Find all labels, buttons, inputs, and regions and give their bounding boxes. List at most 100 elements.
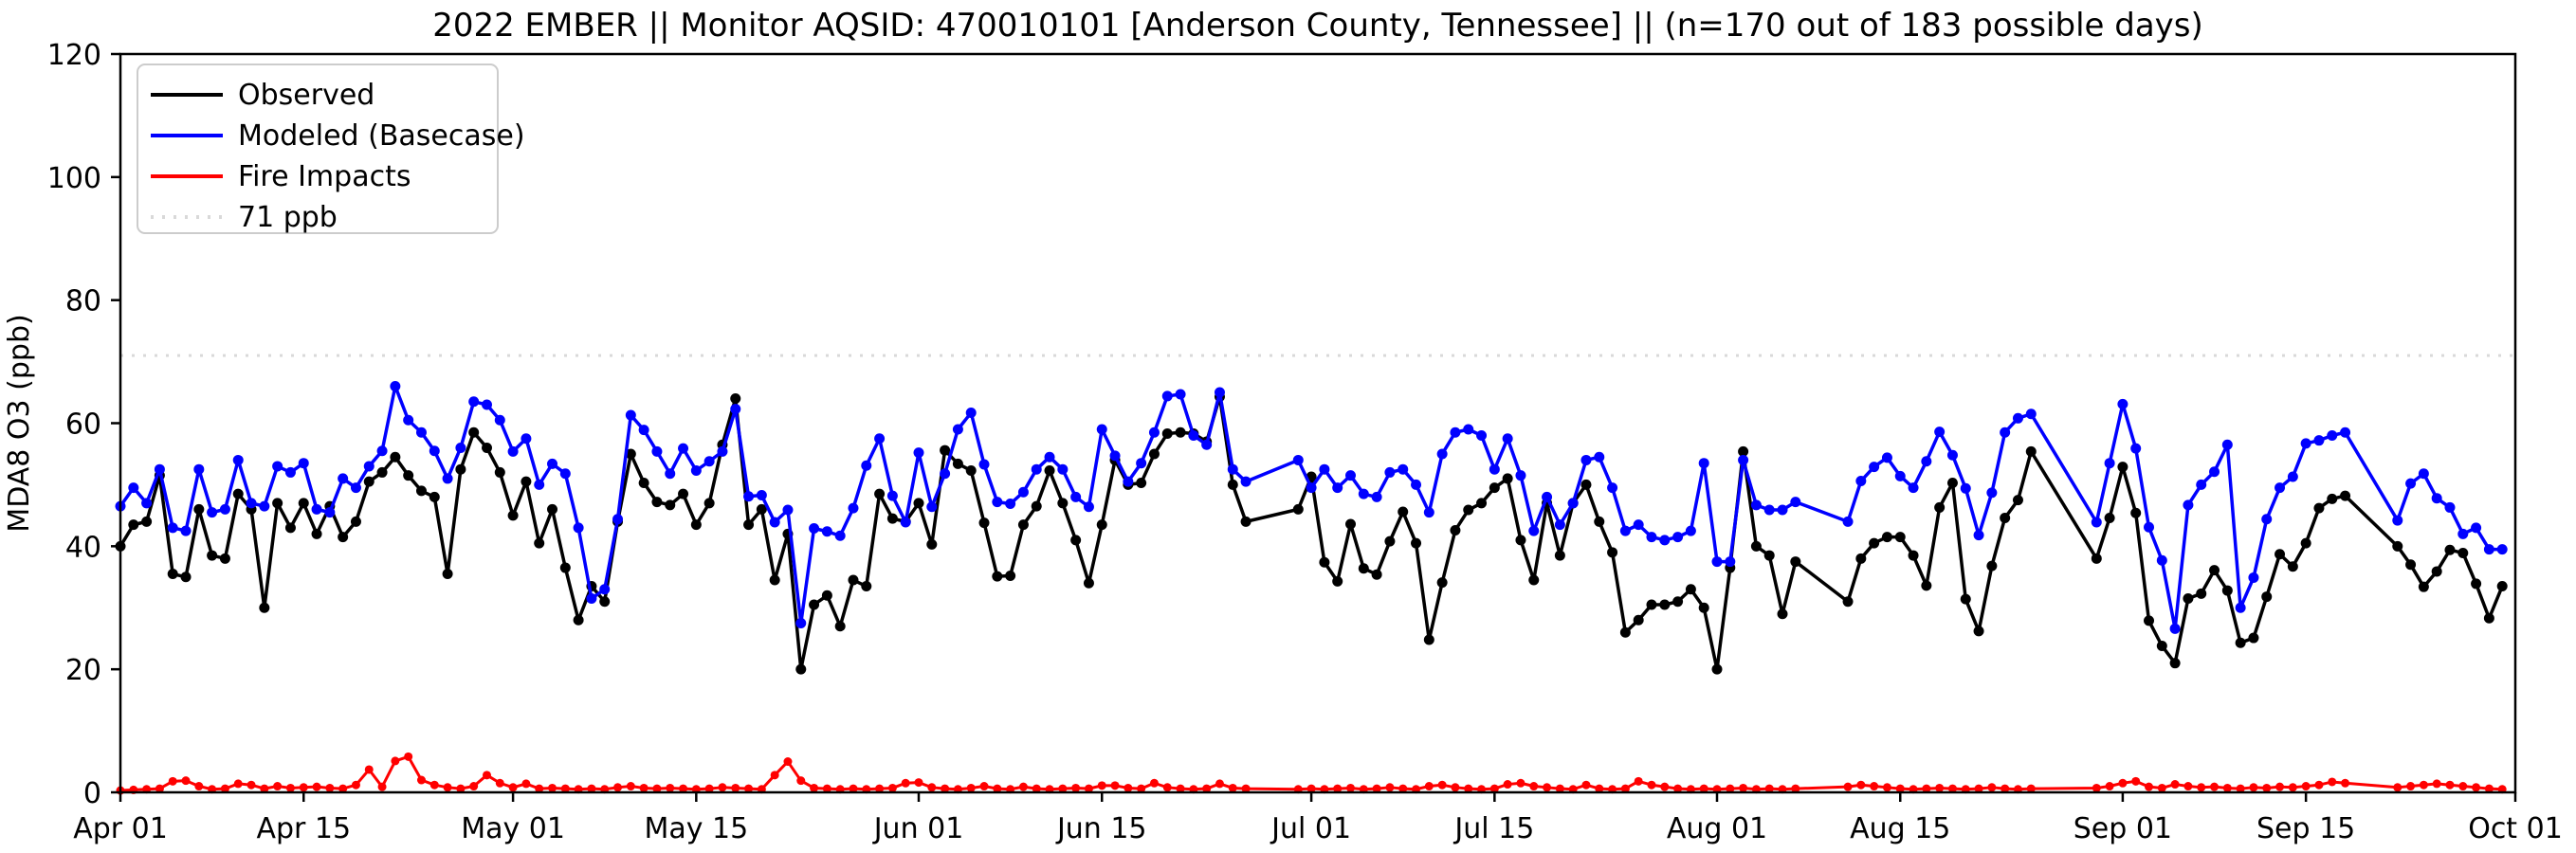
- series-marker-2: [1333, 784, 1343, 793]
- series-marker-0: [1607, 547, 1618, 558]
- series-marker-1: [429, 445, 440, 457]
- series-marker-1: [141, 498, 153, 509]
- series-marker-0: [1894, 532, 1906, 543]
- series-marker-2: [2275, 782, 2285, 791]
- series-marker-0: [1554, 550, 1565, 561]
- series-marker-0: [521, 476, 532, 487]
- series-marker-1: [1842, 516, 1854, 527]
- series-marker-2: [1228, 783, 1237, 792]
- series-marker-0: [1711, 663, 1723, 675]
- series-marker-0: [1763, 550, 1775, 561]
- series-marker-1: [1894, 470, 1906, 481]
- series-marker-1: [2156, 554, 2167, 566]
- series-marker-0: [1463, 504, 1474, 516]
- series-marker-1: [874, 433, 886, 445]
- series-marker-2: [233, 779, 243, 789]
- series-marker-2: [338, 784, 348, 793]
- series-marker-1: [900, 517, 911, 528]
- series-marker-1: [848, 502, 859, 514]
- series-marker-1: [2471, 522, 2482, 534]
- x-tick-label: May 15: [644, 812, 748, 845]
- series-marker-1: [338, 473, 349, 484]
- series-marker-0: [2000, 512, 2011, 523]
- series-marker-0: [1842, 596, 1854, 608]
- series-marker-0: [1855, 553, 1867, 564]
- series-marker-1: [481, 399, 492, 410]
- x-tick-label: Sep 15: [2256, 812, 2355, 845]
- series-marker-0: [625, 448, 636, 460]
- series-marker-1: [1528, 525, 1540, 536]
- series-marker-1: [965, 407, 977, 418]
- series-marker-0: [1790, 556, 1801, 568]
- series-marker-1: [743, 491, 755, 502]
- series-marker-1: [1384, 466, 1396, 478]
- series-marker-0: [703, 498, 715, 509]
- series-marker-2: [2026, 784, 2036, 793]
- series-marker-1: [1423, 507, 1434, 518]
- series-marker-2: [1595, 784, 1604, 793]
- legend-item-threshold-label: 71 ppb: [238, 201, 338, 234]
- series-marker-1: [547, 458, 558, 469]
- series-marker-2: [1346, 783, 1356, 792]
- series-marker-2: [1137, 784, 1146, 793]
- series-marker-2: [796, 776, 806, 786]
- series-marker-2: [1634, 776, 1643, 786]
- series-marker-2: [2328, 777, 2337, 787]
- series-marker-1: [651, 445, 663, 457]
- series-marker-1: [1777, 504, 1788, 516]
- series-marker-1: [1005, 499, 1016, 510]
- series-marker-1: [1685, 525, 1696, 536]
- series-marker-1: [154, 463, 165, 475]
- series-marker-2: [560, 784, 570, 793]
- series-marker-1: [756, 489, 767, 500]
- series-marker-0: [494, 466, 505, 478]
- series-marker-0: [1946, 477, 1958, 488]
- series-marker-2: [2393, 783, 2402, 792]
- series-marker-1: [769, 517, 780, 528]
- series-marker-1: [559, 468, 571, 480]
- series-marker-0: [455, 463, 466, 475]
- series-marker-0: [2248, 632, 2259, 644]
- series-marker-2: [391, 756, 400, 766]
- series-marker-2: [1149, 778, 1159, 788]
- x-tick-label: Apr 15: [256, 812, 351, 845]
- series-marker-2: [1620, 784, 1630, 793]
- series-marker-0: [1986, 560, 1998, 572]
- series-marker-2: [1529, 782, 1539, 791]
- series-marker-1: [1946, 449, 1958, 461]
- series-marker-0: [1908, 550, 1919, 561]
- series-marker-2: [1176, 784, 1185, 793]
- series-marker-0: [481, 442, 492, 453]
- series-marker-0: [886, 513, 898, 524]
- series-marker-1: [1227, 463, 1238, 475]
- series-marker-2: [914, 778, 923, 788]
- series-marker-0: [1148, 448, 1160, 460]
- series-marker-1: [730, 404, 741, 415]
- series-marker-0: [2144, 615, 2155, 626]
- series-marker-2: [285, 783, 295, 792]
- series-marker-0: [2117, 462, 2128, 473]
- series-marker-2: [1437, 780, 1447, 789]
- series-marker-2: [979, 782, 989, 791]
- series-marker-1: [690, 464, 702, 476]
- series-marker-0: [193, 503, 205, 515]
- series-marker-1: [1070, 491, 1082, 502]
- series-marker-1: [1463, 424, 1474, 435]
- series-marker-2: [1895, 784, 1905, 793]
- series-marker-2: [1882, 783, 1891, 792]
- series-marker-0: [390, 451, 401, 463]
- series-marker-1: [782, 504, 794, 516]
- series-marker-0: [1659, 599, 1671, 610]
- series-marker-1: [219, 503, 230, 515]
- series-marker-1: [1921, 456, 1932, 467]
- series-marker-0: [167, 569, 178, 580]
- series-marker-1: [1450, 426, 1461, 438]
- series-marker-1: [1201, 439, 1213, 450]
- series-marker-2: [1791, 784, 1800, 793]
- series-marker-2: [469, 782, 479, 791]
- series-marker-2: [941, 784, 950, 793]
- series-marker-2: [2262, 783, 2272, 792]
- series-marker-1: [638, 425, 649, 436]
- series-marker-2: [521, 779, 531, 789]
